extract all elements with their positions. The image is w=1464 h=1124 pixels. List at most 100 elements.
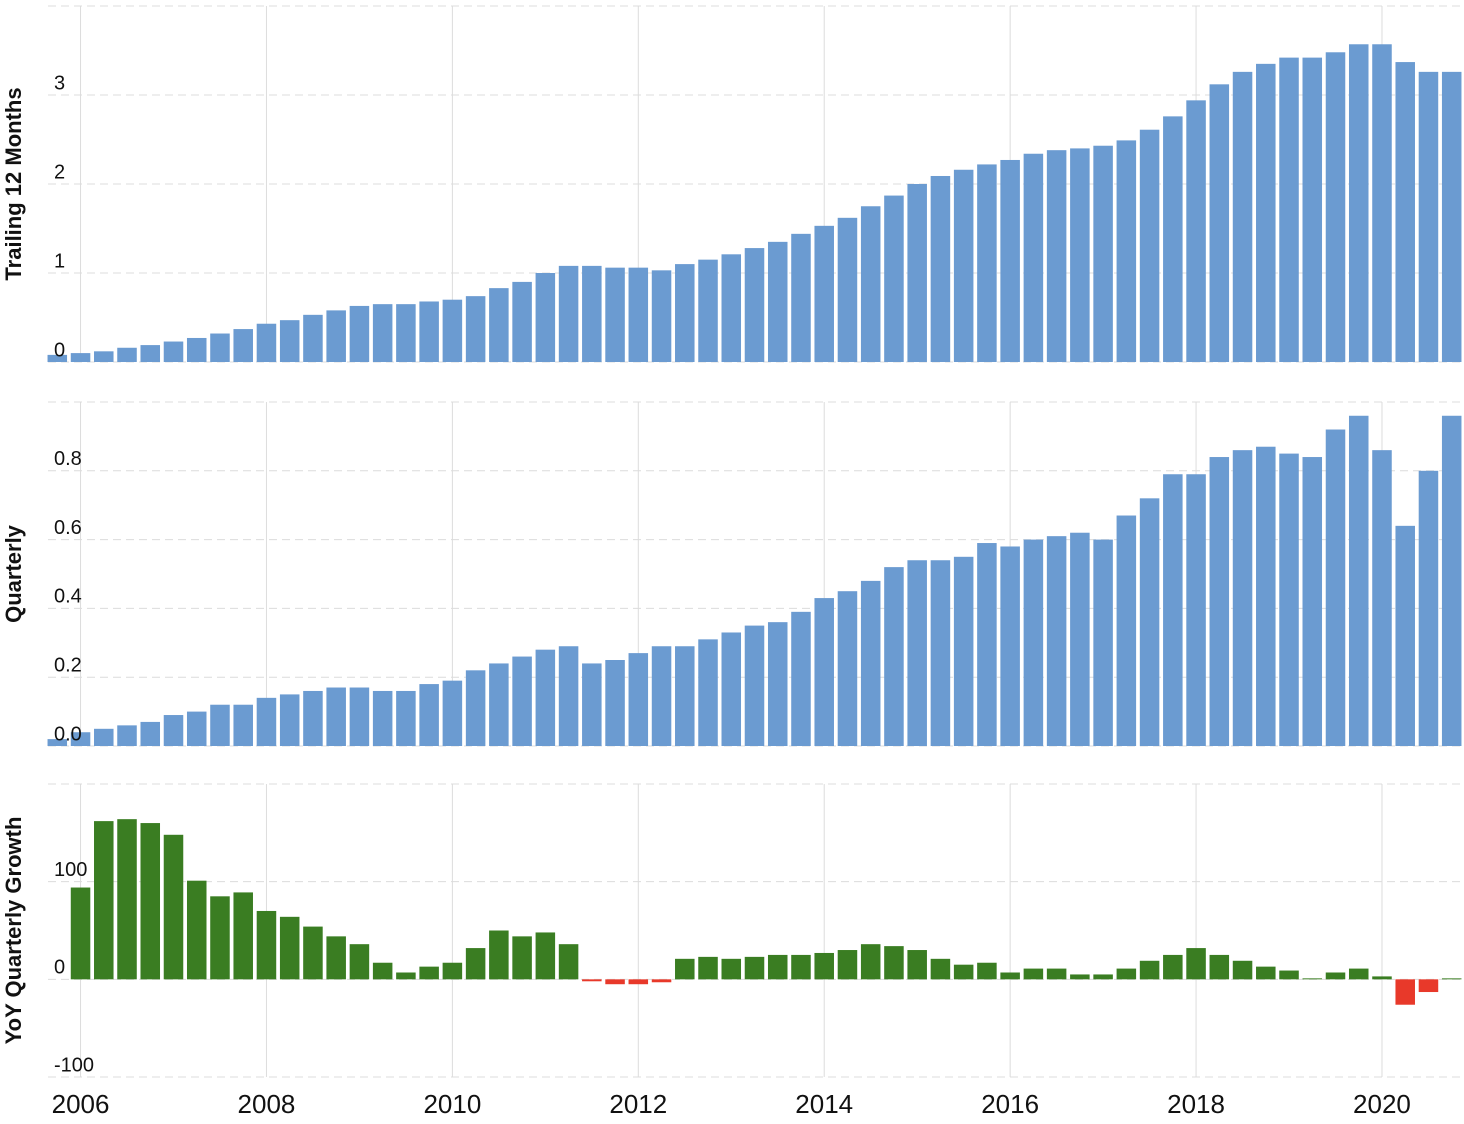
bar xyxy=(907,950,927,980)
bar xyxy=(210,896,230,980)
bar xyxy=(651,270,672,362)
bar xyxy=(535,273,556,362)
bar xyxy=(489,288,509,362)
bar xyxy=(256,323,277,362)
bar xyxy=(884,567,904,746)
bar xyxy=(1348,968,1369,980)
bar xyxy=(233,892,253,980)
bar xyxy=(1441,71,1462,363)
y-tick-label: 3 xyxy=(54,72,65,94)
x-tick-label: 2008 xyxy=(238,1089,296,1119)
bar xyxy=(465,296,486,362)
bar xyxy=(1000,159,1020,362)
bar xyxy=(419,301,439,362)
bar xyxy=(47,354,68,362)
bar xyxy=(837,217,858,362)
x-tick-label: 2018 xyxy=(1167,1089,1225,1119)
bar xyxy=(1023,968,1044,980)
y-tick-label: -100 xyxy=(54,1054,94,1076)
bar xyxy=(465,670,486,746)
bar xyxy=(1418,979,1439,993)
bar xyxy=(1046,150,1067,362)
bar xyxy=(279,916,300,980)
y-tick-label: 1 xyxy=(54,250,65,272)
bar xyxy=(233,329,253,362)
bar xyxy=(442,962,463,980)
bar xyxy=(489,663,509,746)
bar xyxy=(47,739,68,746)
bar xyxy=(326,687,346,746)
bar xyxy=(140,823,161,980)
bar xyxy=(1000,546,1020,746)
bar xyxy=(1139,498,1160,746)
bar xyxy=(930,958,951,980)
bar xyxy=(767,241,788,362)
bar xyxy=(94,728,114,746)
bar xyxy=(1279,453,1299,746)
bar xyxy=(721,958,742,980)
bar xyxy=(605,267,625,362)
bar xyxy=(1372,450,1392,746)
bar xyxy=(1302,57,1323,363)
bar xyxy=(349,944,370,980)
bar xyxy=(535,932,556,980)
bar xyxy=(977,962,997,980)
bar xyxy=(326,310,346,362)
bar xyxy=(326,936,346,980)
y-tick-label: 0.4 xyxy=(54,586,82,608)
y-tick-label: 0.6 xyxy=(54,517,82,539)
bar xyxy=(163,341,184,362)
bar xyxy=(512,656,532,746)
bar xyxy=(907,560,927,746)
bar xyxy=(70,732,91,746)
bar xyxy=(186,880,207,980)
bar xyxy=(1372,44,1392,363)
bar xyxy=(1070,974,1090,980)
bar xyxy=(907,184,927,362)
bar xyxy=(186,711,207,746)
x-tick-label: 2012 xyxy=(609,1089,667,1119)
x-tick-label: 2006 xyxy=(52,1089,110,1119)
bar xyxy=(1325,972,1346,980)
bar xyxy=(303,926,323,980)
bar xyxy=(930,175,951,362)
bar xyxy=(117,725,137,746)
bar xyxy=(210,704,230,746)
bar xyxy=(1232,960,1253,980)
bar xyxy=(837,950,858,980)
bar xyxy=(837,591,858,746)
bar xyxy=(70,353,91,362)
bar xyxy=(163,715,184,746)
bar xyxy=(512,281,532,362)
bar xyxy=(442,680,463,746)
bar xyxy=(535,649,556,746)
bar xyxy=(396,972,416,980)
y-tick-label: 0 xyxy=(54,957,65,979)
bar xyxy=(256,910,277,980)
bar xyxy=(1209,84,1230,362)
x-tick-label: 2010 xyxy=(423,1089,481,1119)
bar xyxy=(953,964,974,980)
bar xyxy=(675,646,695,746)
bar xyxy=(1093,974,1113,980)
bar xyxy=(1325,52,1346,362)
bar xyxy=(651,646,672,746)
bar xyxy=(1395,62,1415,362)
bar xyxy=(582,979,602,982)
bar xyxy=(279,694,300,746)
bar xyxy=(884,195,904,362)
bar xyxy=(1256,63,1276,362)
y-axis-label: YoY Quarterly Growth xyxy=(1,817,26,1045)
bar xyxy=(558,944,579,980)
bar xyxy=(605,979,625,985)
y-tick-label: 0.2 xyxy=(54,654,82,676)
y-tick-label: 2 xyxy=(54,161,65,183)
bar xyxy=(419,966,439,980)
bar xyxy=(1070,148,1090,362)
bar xyxy=(1441,415,1462,746)
y-tick-label: 0.8 xyxy=(54,448,82,470)
bar xyxy=(489,930,509,980)
bar xyxy=(94,821,114,980)
bar xyxy=(675,264,695,362)
bar xyxy=(628,979,649,985)
